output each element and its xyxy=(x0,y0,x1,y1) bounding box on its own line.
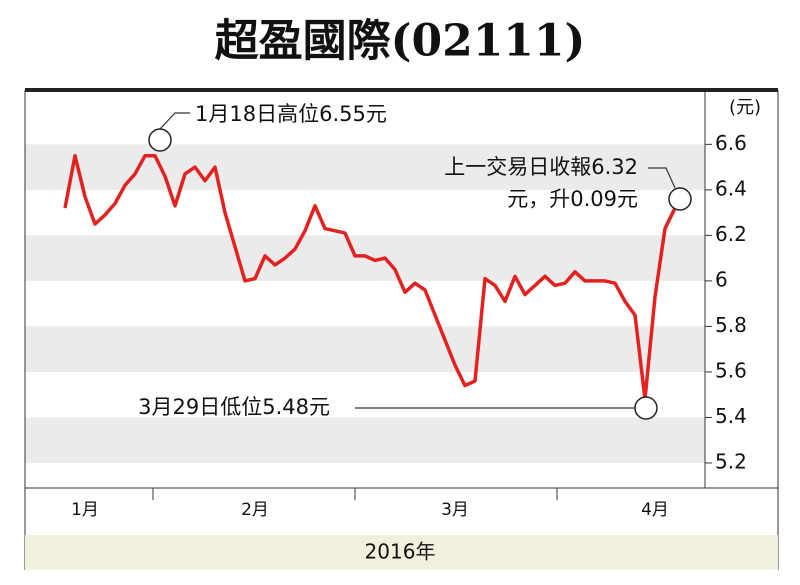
y-unit: (元) xyxy=(729,97,761,118)
y-tick-label: 6.4 xyxy=(715,176,747,200)
annotation: 3月29日低位5.48元 xyxy=(138,395,330,419)
y-tick-label: 6.6 xyxy=(715,131,747,155)
point-marker xyxy=(634,396,658,420)
y-tick-label: 6 xyxy=(715,267,728,291)
band xyxy=(25,417,705,463)
leader-line xyxy=(648,167,676,189)
y-tick-label: 5.2 xyxy=(715,449,747,473)
price-line xyxy=(63,153,677,401)
point-marker xyxy=(148,128,172,152)
x-tick-label: 4月 xyxy=(641,500,669,520)
y-tick-label: 5.8 xyxy=(715,313,747,337)
leader-line xyxy=(159,112,190,130)
band xyxy=(25,326,705,372)
bands xyxy=(25,144,705,463)
y-tick-label: 5.4 xyxy=(715,404,747,428)
annotation: 1月18日高位6.55元 xyxy=(195,102,387,126)
chart-title: 超盈國際(02111) xyxy=(215,16,586,67)
annotation: 上一交易日收報6.32 xyxy=(444,155,638,179)
y-tick-label: 6.2 xyxy=(715,222,747,246)
point-marker xyxy=(668,187,692,211)
annotation: 元，升0.09元 xyxy=(507,187,638,211)
x-tick-label: 1月 xyxy=(71,500,99,520)
x-axis-label: 2016年 xyxy=(365,540,436,564)
footer-band xyxy=(25,535,778,570)
x-tick-label: 2月 xyxy=(241,500,269,520)
band xyxy=(25,235,705,281)
x-tick-label: 3月 xyxy=(441,500,469,520)
y-tick-label: 5.6 xyxy=(715,358,747,382)
